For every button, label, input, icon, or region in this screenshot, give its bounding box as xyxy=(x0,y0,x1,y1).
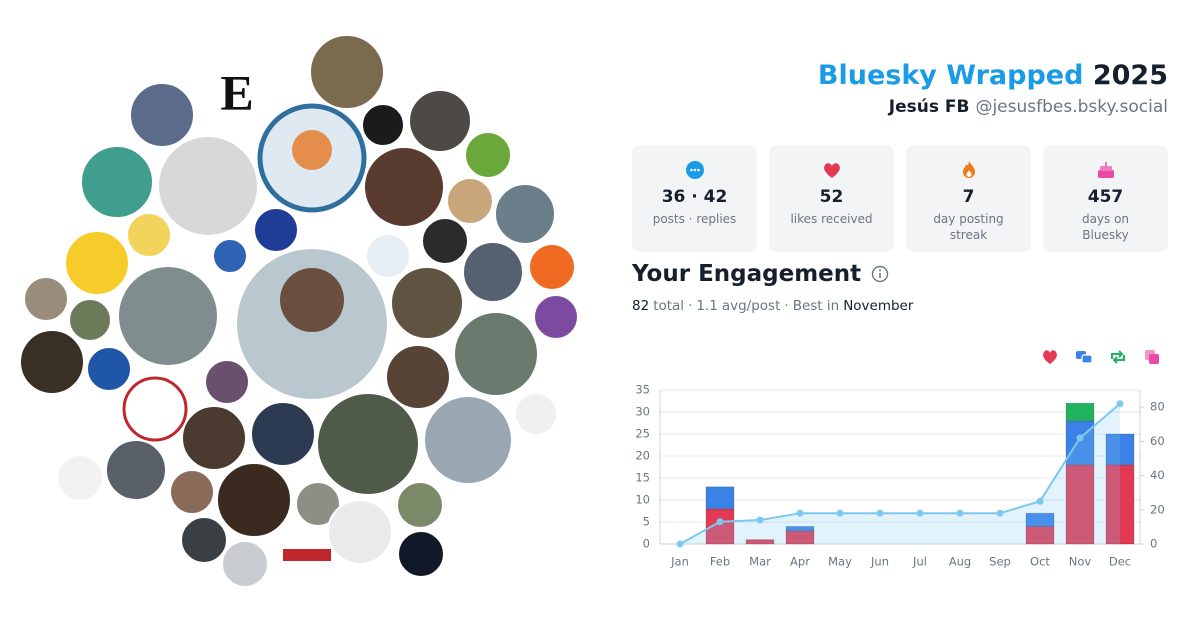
stat-card: 52 likes received xyxy=(769,145,894,252)
stat-label: likes received xyxy=(790,212,873,226)
section-title: Your Engagement xyxy=(632,261,889,287)
y-tick-label: 35 xyxy=(635,383,650,397)
x-tick-label: Jun xyxy=(870,555,889,569)
bar xyxy=(1065,464,1095,545)
y-tick-label: 15 xyxy=(635,471,650,485)
bar xyxy=(1065,420,1095,466)
display-name: Jesús FB xyxy=(888,97,970,117)
point xyxy=(876,509,884,517)
separator: · xyxy=(688,298,693,314)
stat-label: day posting streak xyxy=(933,212,1004,242)
handle[interactable]: @jesusfbes.bsky.social xyxy=(975,97,1168,117)
best-label: Best in xyxy=(792,298,840,314)
user: Jesús FB @jesusfbes.bsky.social xyxy=(818,94,1168,120)
bar xyxy=(1065,402,1095,422)
point xyxy=(796,509,804,517)
stat-cards: 36 · 42 posts · replies 52 likes received 7 d… xyxy=(632,145,1168,252)
point xyxy=(676,540,684,548)
stat-value: 457 xyxy=(1087,187,1124,207)
info-icon[interactable] xyxy=(871,265,889,283)
total: 82 xyxy=(632,298,650,314)
y-tick-label: 0 xyxy=(643,537,650,551)
logo: E xyxy=(220,64,253,120)
stat-icon xyxy=(823,163,840,178)
x-tick-label: Apr xyxy=(790,555,810,569)
y2-tick-label: 60 xyxy=(1150,434,1165,448)
stat-card: 7 day posting streak xyxy=(906,145,1031,252)
x-tick-label: Jul xyxy=(912,555,927,569)
summary: 82 total · 1.1 avg/post · Best in November xyxy=(632,298,917,314)
point xyxy=(1036,497,1044,505)
stat-icon xyxy=(685,161,704,179)
avatar-cluster: E xyxy=(19,34,579,589)
header: Bluesky Wrapped 2025 Jesús FB @jesusfbes.… xyxy=(818,58,1168,120)
point xyxy=(1116,400,1124,408)
stat-value: 52 xyxy=(819,187,844,207)
point xyxy=(836,509,844,517)
app-title: Bluesky Wrapped xyxy=(817,60,1084,91)
separator: · xyxy=(784,298,789,314)
x-tick-label: Mar xyxy=(749,555,771,569)
point xyxy=(716,518,724,526)
x-tick-label: Aug xyxy=(949,555,971,569)
x-tick-label: Feb xyxy=(710,555,730,569)
bar xyxy=(785,530,815,545)
legend-icon[interactable] xyxy=(1043,350,1057,364)
avatars: E xyxy=(19,34,579,589)
y-tick-label: 10 xyxy=(635,493,650,507)
x-tick-label: Dec xyxy=(1109,555,1131,569)
point xyxy=(996,509,1004,517)
point xyxy=(1076,434,1084,442)
x-tick-label: Sep xyxy=(989,555,1011,569)
stat-card: 457 days on Bluesky xyxy=(1043,145,1168,252)
y-tick-label: 25 xyxy=(635,427,650,441)
legend-icon[interactable] xyxy=(1145,350,1159,364)
stat-value: 36 · 42 xyxy=(661,187,728,207)
y2-tick-label: 0 xyxy=(1150,537,1157,551)
stat-label: days on Bluesky xyxy=(1081,212,1130,242)
stat-card: 36 · 42 posts · replies xyxy=(632,145,757,252)
x-tick-label: Nov xyxy=(1069,555,1092,569)
stat-icon xyxy=(962,161,975,178)
x-tick-label: Oct xyxy=(1030,555,1050,569)
stat-label: posts · replies xyxy=(652,212,737,226)
bar xyxy=(705,486,735,510)
legend-icon[interactable] xyxy=(1111,350,1125,364)
x-tick-label: May xyxy=(828,555,852,569)
point xyxy=(916,509,924,517)
x-tick-label: Jan xyxy=(670,555,689,569)
stat-icon xyxy=(1097,162,1114,178)
point xyxy=(756,516,764,524)
y2-tick-label: 40 xyxy=(1150,468,1165,482)
bar xyxy=(785,525,815,532)
year: 2025 xyxy=(1092,60,1168,91)
bar xyxy=(1105,433,1135,466)
best-month: November xyxy=(843,298,914,314)
area xyxy=(680,403,1120,544)
bar xyxy=(1105,464,1135,545)
y-tick-label: 5 xyxy=(643,515,650,529)
section-heading: Your Engagement xyxy=(632,261,862,287)
bar xyxy=(745,539,775,545)
total-label: total xyxy=(653,298,685,314)
title: Bluesky Wrapped 2025 xyxy=(818,58,1168,94)
bar xyxy=(1025,512,1055,527)
engagement-chart: 0 5 10 15 20 25 30 35 0 20 40 60 80 Jan Feb Mar Apr May Ju… xyxy=(635,350,1165,569)
y-tick-label: 20 xyxy=(635,449,650,463)
avg: 1.1 xyxy=(696,298,718,314)
avg-label: avg/post xyxy=(721,298,781,314)
line xyxy=(679,402,1121,545)
y-tick-label: 30 xyxy=(635,405,650,419)
y2-tick-label: 80 xyxy=(1150,400,1165,414)
y2-tick-label: 20 xyxy=(1150,502,1165,516)
stat-value: 7 xyxy=(962,187,975,207)
legend-icon[interactable] xyxy=(1076,351,1093,364)
point xyxy=(956,509,964,517)
